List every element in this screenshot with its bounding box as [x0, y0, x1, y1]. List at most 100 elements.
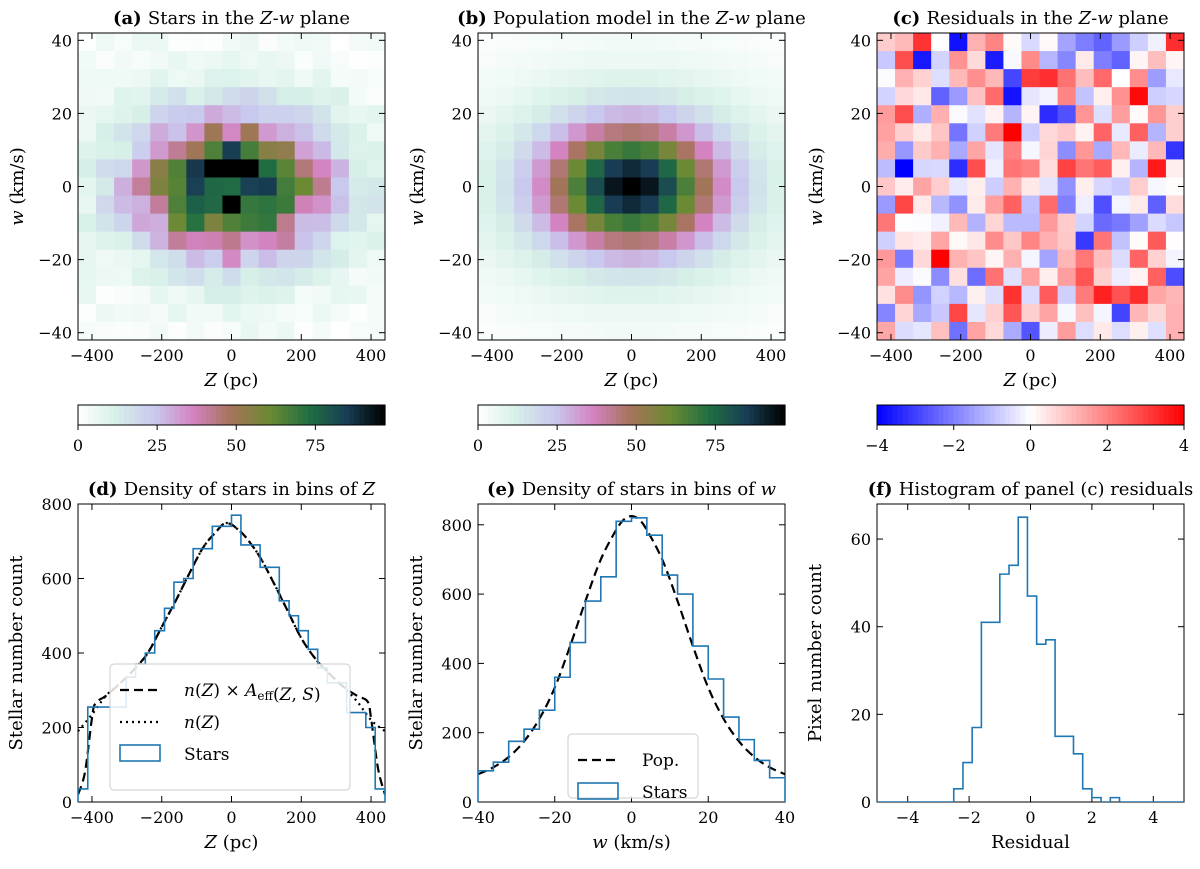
- colorbar-segment: [1050, 405, 1057, 425]
- x-tick-label: 40: [775, 808, 795, 827]
- heatmap-cell: [1111, 69, 1131, 88]
- heatmap-cell: [132, 231, 151, 251]
- heatmap-cell: [532, 321, 551, 341]
- heatmap-cell: [712, 87, 732, 106]
- x-tick-label: 0: [1025, 346, 1035, 365]
- heatmap-cell: [694, 87, 714, 106]
- y-axis-label: Pixel number count: [805, 563, 826, 742]
- heatmap-cell: [550, 231, 569, 251]
- heatmap-cell: [604, 105, 623, 124]
- heatmap-cell: [1129, 123, 1149, 142]
- heatmap-cell: [550, 87, 569, 106]
- heatmap-cell: [712, 195, 732, 215]
- colorbar-segment: [559, 405, 566, 425]
- colorbar-tick-label: 4: [1179, 436, 1189, 455]
- heatmap-cell: [1075, 69, 1095, 88]
- heatmap-cell: [330, 51, 350, 70]
- plot-frame: [477, 503, 786, 803]
- colorbar-segment: [303, 405, 309, 425]
- heatmap-cell: [478, 177, 497, 197]
- y-tick-label: −40: [438, 324, 472, 343]
- colorbar-segment: [713, 405, 720, 425]
- heatmap-cell: [78, 141, 97, 160]
- colorbar-segment: [626, 405, 633, 425]
- colorbar-segment: [159, 405, 166, 425]
- heatmap-cell: [204, 195, 223, 215]
- heatmap-cell: [168, 159, 187, 178]
- colorbar-segment: [677, 405, 684, 425]
- x-tick-label: 200: [286, 808, 317, 827]
- heatmap-cell: [658, 177, 678, 197]
- heatmap-cell: [931, 51, 950, 70]
- heatmap-cell: [1039, 249, 1059, 269]
- colorbar-segment: [549, 405, 556, 425]
- heatmap-cell: [730, 159, 750, 178]
- heatmap-cell: [276, 285, 296, 305]
- legend-label: Pop.: [642, 751, 679, 771]
- heatmap-cell: [604, 123, 623, 142]
- heatmap-cell: [348, 249, 368, 269]
- colorbar-segment: [897, 405, 904, 425]
- heatmap-cell: [514, 33, 533, 52]
- heatmap-cell: [150, 267, 169, 287]
- colorbar-tick-label: 0: [73, 436, 83, 455]
- colorbar-tick-label: −2: [942, 436, 966, 455]
- heatmap-cell: [114, 321, 133, 341]
- heatmap-cell: [514, 285, 533, 305]
- heatmap-cell: [1039, 141, 1059, 160]
- colorbar-segment: [1056, 405, 1062, 425]
- y-tick-label: 400: [441, 654, 472, 673]
- colorbar-segment: [774, 405, 781, 425]
- heatmap-cell: [877, 69, 896, 88]
- heatmap-cell: [294, 177, 314, 197]
- heatmap-cell: [604, 195, 623, 215]
- heatmap-cell: [532, 105, 551, 124]
- heatmap-cell: [1003, 213, 1022, 233]
- heatmap-cell: [1057, 195, 1077, 215]
- colorbar-segment: [994, 405, 1001, 425]
- heatmap-cell: [78, 87, 97, 106]
- legend-e: Pop. Stars: [567, 733, 699, 803]
- heatmap-cell: [766, 321, 786, 341]
- colorbar-segment: [298, 405, 304, 425]
- heatmap-cell: [586, 249, 605, 269]
- heatmap-cell: [222, 303, 242, 323]
- colorbar-segment: [779, 405, 786, 425]
- heatmap-cell: [913, 231, 932, 251]
- colorbar-segment: [503, 405, 510, 425]
- colorbar-segment: [129, 405, 135, 425]
- axes-d: −400 −200 0 200 400 0 200 400 600 800 Z (pc) Stella…: [6, 495, 386, 853]
- heatmap-cell: [150, 321, 169, 341]
- heatmap-cell: [496, 69, 515, 88]
- heatmap-cell: [96, 51, 115, 70]
- heatmap-cell: [1165, 159, 1185, 178]
- heatmap-cell: [1147, 303, 1167, 323]
- heatmap-cell: [712, 123, 732, 142]
- heatmap-cell: [186, 159, 205, 178]
- heatmap-cell: [366, 159, 386, 178]
- colorbar-segment: [231, 405, 238, 425]
- heatmap-cell: [478, 321, 497, 341]
- colorbar-segment: [164, 405, 171, 425]
- heatmap-cell: [258, 195, 278, 215]
- heatmap-cell: [294, 87, 314, 106]
- heatmap-cell: [766, 159, 786, 178]
- heatmap-cell: [240, 123, 260, 142]
- colorbar-segment: [483, 405, 489, 425]
- heatmap-cell: [478, 231, 497, 251]
- colorbar-segment: [943, 405, 950, 425]
- heatmap-cell: [294, 141, 314, 160]
- colorbar-segment: [611, 405, 617, 425]
- heatmap-cell: [568, 123, 587, 142]
- heatmap-cell: [330, 321, 350, 341]
- heatmap-cell: [366, 105, 386, 124]
- x-tick-label: 0: [626, 808, 636, 827]
- heatmap-cell: [1165, 303, 1185, 323]
- heatmap-cell: [532, 87, 551, 106]
- heatmap-cell: [604, 231, 623, 251]
- colorbar-segment: [728, 405, 735, 425]
- heatmap-cell: [586, 231, 605, 251]
- y-tick-label: 800: [41, 495, 72, 514]
- heatmap-cell: [186, 285, 205, 305]
- x-tick-label: 20: [698, 808, 718, 827]
